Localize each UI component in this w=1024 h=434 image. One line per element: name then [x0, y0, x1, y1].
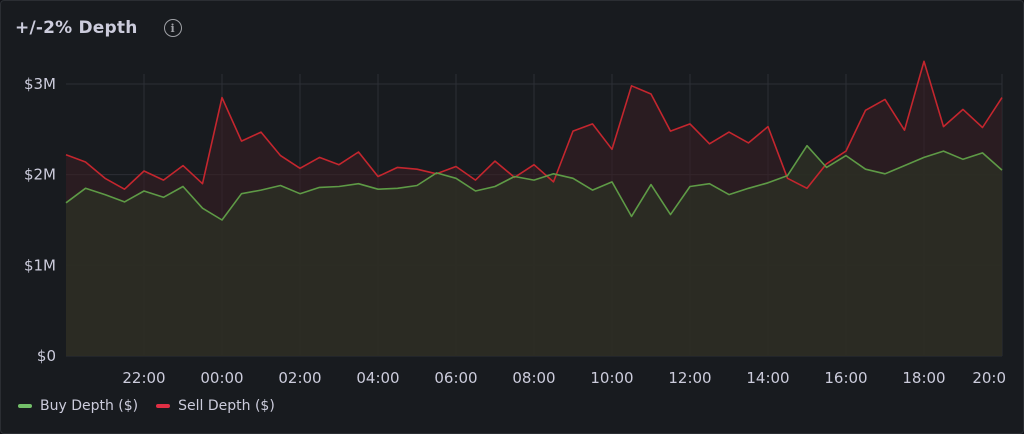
x-tick-label: 06:00	[434, 369, 477, 387]
y-tick-label: $0	[37, 347, 56, 365]
x-tick-label: 04:00	[356, 369, 399, 387]
x-tick-label: 00:00	[200, 369, 243, 387]
legend-label-buy-depth: Buy Depth ($)	[40, 398, 139, 414]
legend-label-sell-depth: Sell Depth ($)	[178, 398, 275, 414]
x-tick-label: 18:00	[902, 369, 945, 387]
y-tick-label: $1M	[24, 256, 56, 274]
y-tick-label: $3M	[24, 75, 56, 93]
legend-item-buy-depth[interactable]: Buy Depth ($)	[18, 398, 138, 414]
y-tick-label: $2M	[24, 166, 56, 184]
series-line-buy	[65, 144, 1003, 221]
panel-title: +/-2% Depth	[15, 18, 138, 38]
legend-item-sell-depth[interactable]: Sell Depth ($)	[156, 398, 275, 414]
x-tick-label: 14:00	[746, 369, 789, 387]
x-tick-label: 08:00	[512, 369, 555, 387]
x-tick-label: 22:00	[122, 369, 165, 387]
x-tick-label: 12:00	[668, 369, 711, 387]
legend: Buy Depth ($) Sell Depth ($)	[18, 398, 275, 414]
x-tick-label: 02:00	[278, 369, 321, 387]
series-area-buy	[66, 145, 1002, 356]
info-circle-icon[interactable]: i	[163, 19, 182, 37]
legend-swatch-sell	[156, 404, 171, 408]
x-tick-label: 20:0	[972, 369, 1006, 387]
series-line-sell	[65, 60, 1003, 190]
x-tick-label: 10:00	[590, 369, 633, 387]
x-tick-label: 16:00	[824, 369, 867, 387]
legend-swatch-buy	[18, 404, 32, 408]
panel-header: +/-2% Depth i	[15, 15, 182, 41]
